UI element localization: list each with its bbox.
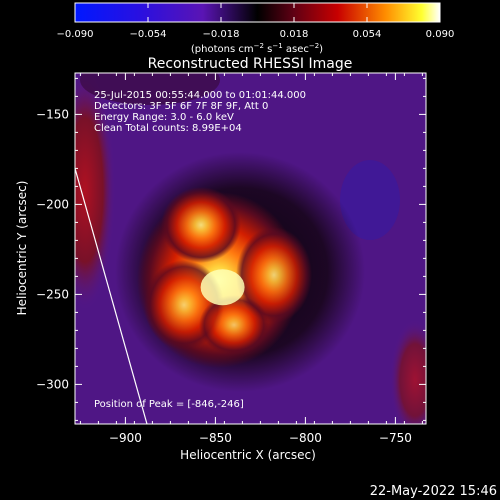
x-tick-label: −750 <box>379 431 412 445</box>
plot-frame <box>74 72 427 425</box>
x-tick-label: −800 <box>289 431 322 445</box>
y-tick-label: −250 <box>36 287 69 301</box>
colorbar-tick-label: −0.054 <box>129 29 166 40</box>
annotation-line: Detectors: 3F 5F 6F 7F 8F 9F, Att 0 <box>94 101 268 112</box>
colorbar-tick-label: 0.090 <box>426 29 455 40</box>
colorbar-tick-label: −0.018 <box>202 29 239 40</box>
annotation-line: Energy Range: 3.0 - 6.0 keV <box>94 112 234 123</box>
colorbar-gradient <box>74 2 441 23</box>
chart-title: Reconstructed RHESSI Image <box>148 56 353 72</box>
annotations: 25-Jul-2015 00:55:44.000 to 01:01:44.000… <box>94 90 306 410</box>
axes: −900 −850 −800 −750 −300 −250 −200 −150 <box>36 73 426 445</box>
x-tick-label: −900 <box>109 431 142 445</box>
colorbar-tick-label: −0.090 <box>56 29 93 40</box>
source-lobe <box>161 187 241 263</box>
colorbar-ticks: −0.090 −0.054 −0.018 0.018 0.054 0.090 <box>56 3 454 40</box>
right-edge-emission <box>390 320 426 424</box>
y-tick-label: −200 <box>36 197 69 211</box>
flare-source <box>137 187 312 368</box>
peak-position-label: Position of Peak = [-846,-246] <box>94 399 244 410</box>
x-tick-label: −850 <box>199 431 232 445</box>
peak-core <box>200 269 245 306</box>
left-edge-emission <box>75 73 115 310</box>
right-dark-region <box>340 160 400 240</box>
source-lobe <box>199 295 269 355</box>
y-tick-label: −150 <box>36 107 69 121</box>
colorbar-unit-label: (photons cm−2 s−1 asec−2) <box>191 42 323 55</box>
top-edge-emission <box>80 73 220 105</box>
colorbar: −0.090 −0.054 −0.018 0.018 0.054 0.090 (photo… <box>56 2 454 55</box>
y-tick-label: −300 <box>36 377 69 391</box>
annotation-line: 25-Jul-2015 00:55:44.000 to 01:01:44.000 <box>94 90 306 101</box>
heatmap-image <box>75 73 426 424</box>
solar-limb-line <box>75 168 148 424</box>
annotation-line: Clean Total counts: 8.99E+04 <box>94 123 242 134</box>
y-axis-label: Heliocentric Y (arcsec) <box>15 181 29 316</box>
colorbar-tick-label: 0.054 <box>353 29 382 40</box>
source-lobe <box>236 227 312 323</box>
colorbar-tick-label: 0.018 <box>280 29 309 40</box>
timestamp: 22-May-2022 15:46 <box>370 484 497 499</box>
x-axis-label: Heliocentric X (arcsec) <box>180 448 316 462</box>
